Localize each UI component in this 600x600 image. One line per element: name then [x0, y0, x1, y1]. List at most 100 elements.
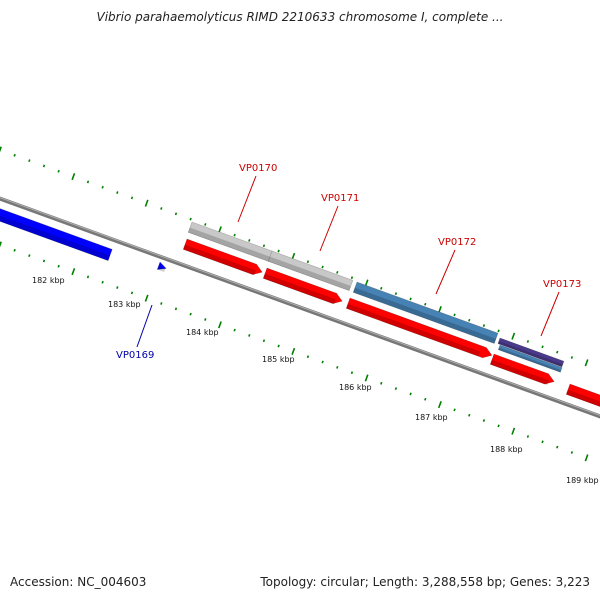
gene-box-vp0173-shade	[497, 341, 563, 367]
inner-tick	[57, 264, 60, 268]
forward-cds-4-shade	[490, 359, 550, 386]
inner-tick	[541, 440, 544, 444]
outer-tick	[497, 329, 500, 333]
outer-tick	[189, 217, 192, 221]
inner-tick	[321, 360, 324, 364]
forward-cds-5-shade	[566, 389, 600, 407]
forward-cds-1-shade	[183, 244, 256, 276]
inner-tick	[277, 344, 280, 348]
outer-tick	[233, 233, 236, 237]
inner-tick	[364, 374, 369, 382]
inner-tick	[86, 275, 90, 279]
outer-tick	[526, 340, 530, 343]
outer-tick	[453, 313, 456, 317]
inner-tick	[394, 387, 398, 391]
reverse-cds-vp0169	[156, 261, 167, 270]
gene-label[interactable]: VP0171	[321, 193, 359, 204]
inner-tick	[28, 254, 31, 258]
gene-leader-line	[237, 175, 257, 223]
outer-tick	[57, 169, 60, 173]
reverse-cds-vp0169-shade	[157, 266, 166, 273]
gene-box-vp0170	[187, 221, 274, 263]
gene-box-vp0172	[352, 281, 499, 344]
inner-tick	[409, 392, 412, 396]
outer-tick	[42, 164, 46, 168]
inner-tick	[556, 445, 559, 449]
outer-tick	[424, 302, 427, 306]
inner-tick	[0, 241, 2, 248]
outer-tick	[160, 207, 163, 210]
outer-tick	[437, 306, 442, 314]
gene-box-vp0173-b	[497, 344, 563, 373]
outer-tick	[174, 212, 178, 216]
forward-cds-2-shade	[263, 273, 336, 305]
inner-tick	[468, 413, 471, 417]
gene-box-vp0171-shade	[268, 256, 351, 291]
outer-tick	[350, 276, 354, 280]
outer-tick	[144, 199, 149, 207]
inner-tick	[262, 339, 266, 343]
gene-box-vp0173	[497, 337, 565, 368]
outer-tick	[86, 180, 90, 184]
outer-tick	[306, 260, 310, 264]
inner-tick	[174, 307, 178, 311]
gene-label[interactable]: VP0170	[239, 163, 277, 174]
gene-label[interactable]: VP0173	[543, 279, 581, 290]
map-title: Vibrio parahaemolyticus RIMD 2210633 chr…	[96, 10, 504, 24]
kbp-scale-labels: 182 kbp 183 kbp 184 kbp 185 kbp 186 kbp 187 k…	[32, 276, 599, 485]
inner-tick	[233, 328, 236, 332]
forward-cds-3-shade	[346, 303, 481, 357]
inner-tick	[453, 408, 456, 412]
kbp-label: 183 kbp	[108, 300, 141, 309]
gene-leader-line	[136, 304, 153, 348]
outer-tick-ring	[0, 146, 589, 367]
outer-tick	[101, 185, 104, 189]
forward-cds-4	[489, 353, 555, 385]
feature-track	[0, 208, 600, 407]
gene-label[interactable]: VP0172	[438, 237, 476, 248]
gene-box-vp0173-b-shade	[498, 347, 562, 373]
gene-leader-line	[540, 291, 560, 337]
inner-tick	[570, 451, 574, 454]
reverse-cds-left	[0, 208, 113, 261]
forward-cds-3	[345, 297, 493, 359]
outer-tick	[409, 297, 412, 301]
kbp-label: 187 kbp	[415, 413, 448, 422]
gene-label-layer: VP0169 VP0170 VP0171 VP0172 VP0173	[116, 163, 581, 361]
outer-tick	[380, 286, 383, 290]
inner-tick	[482, 419, 486, 422]
outer-tick	[364, 279, 369, 287]
outer-tick	[584, 359, 589, 367]
inner-tick	[437, 401, 442, 409]
forward-cds-5	[565, 383, 600, 407]
inner-tick-ring	[0, 241, 589, 462]
outer-tick	[262, 244, 266, 248]
gene-label[interactable]: VP0169	[116, 350, 154, 361]
outer-tick	[204, 223, 207, 226]
outer-tick	[277, 249, 280, 253]
inner-tick	[350, 371, 354, 375]
kbp-label: 185 kbp	[262, 355, 295, 364]
gene-leader-line	[435, 249, 456, 295]
outer-tick	[570, 356, 574, 359]
backbone-line	[0, 196, 600, 419]
outer-tick	[556, 350, 559, 354]
inner-tick	[218, 321, 222, 329]
inner-tick	[101, 280, 104, 284]
kbp-label: 189 kbp	[566, 476, 599, 485]
gene-leader-line	[319, 205, 339, 252]
inner-tick	[497, 424, 500, 428]
outer-tick	[71, 173, 76, 181]
inner-tick	[160, 302, 163, 305]
inner-tick	[424, 397, 427, 401]
outer-tick	[321, 265, 324, 269]
outer-tick	[116, 191, 119, 194]
inner-tick	[189, 312, 192, 316]
inner-tick	[526, 435, 530, 438]
outer-tick	[248, 239, 251, 242]
inner-tick	[291, 347, 296, 355]
kbp-label: 184 kbp	[186, 328, 219, 337]
outer-tick	[13, 153, 16, 157]
